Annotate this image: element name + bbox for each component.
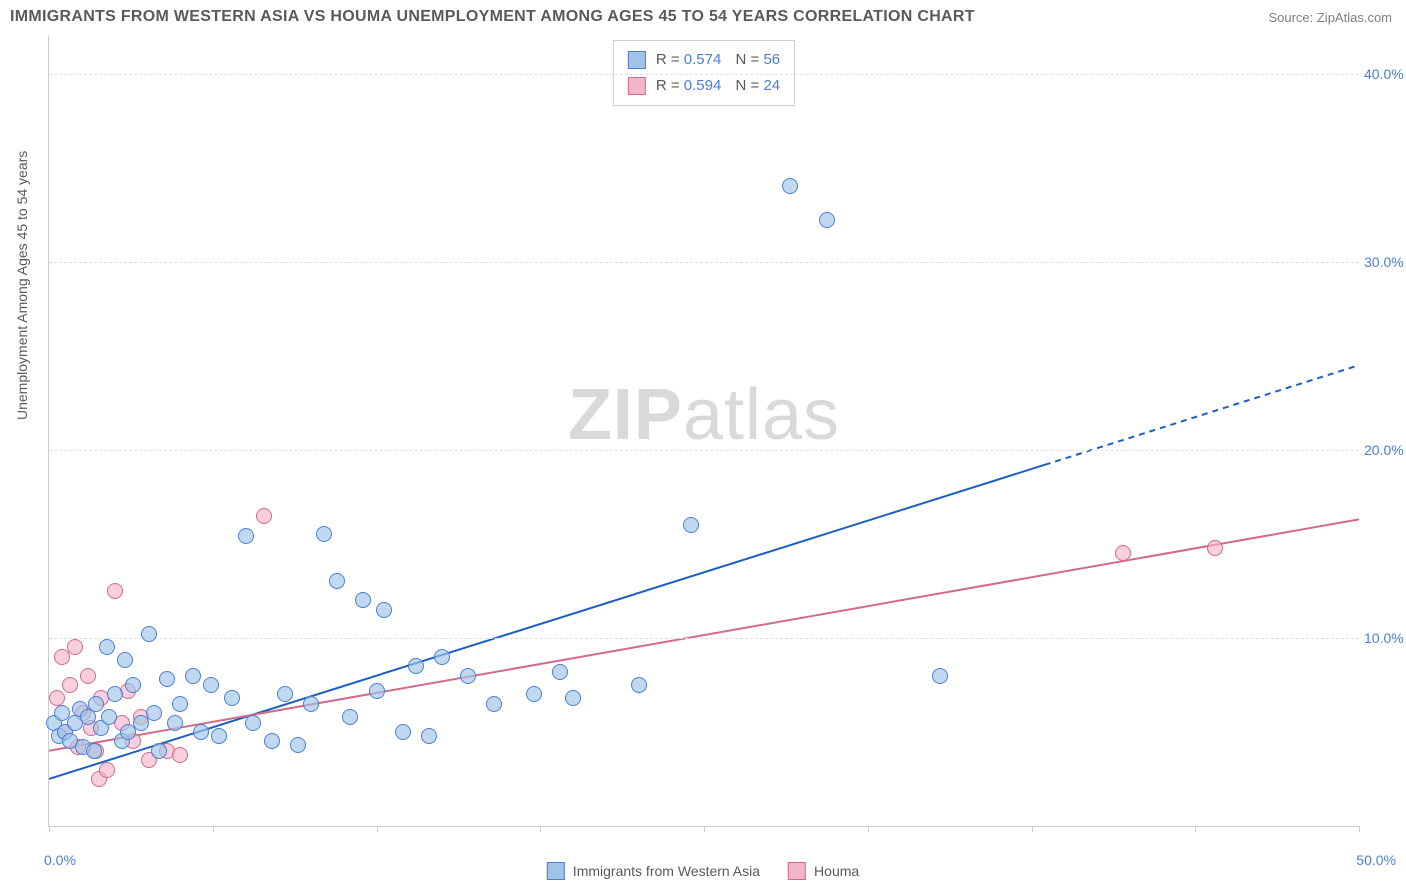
data-point <box>264 733 280 749</box>
data-point <box>932 668 948 684</box>
trend-lines <box>49 36 1359 826</box>
data-point <box>62 677 78 693</box>
y-tick-label: 10.0% <box>1364 630 1406 646</box>
y-tick-label: 30.0% <box>1364 254 1406 270</box>
legend-item-series1: Immigrants from Western Asia <box>547 862 760 880</box>
data-point <box>683 517 699 533</box>
legend-bottom: Immigrants from Western Asia Houma <box>547 862 859 880</box>
data-point <box>369 683 385 699</box>
data-point <box>146 705 162 721</box>
data-point <box>151 743 167 759</box>
gridline <box>49 262 1359 263</box>
data-point <box>355 592 371 608</box>
chart-title: IMMIGRANTS FROM WESTERN ASIA VS HOUMA UN… <box>10 8 975 26</box>
data-point <box>86 743 102 759</box>
data-point <box>277 686 293 702</box>
data-point <box>117 652 133 668</box>
data-point <box>107 583 123 599</box>
data-point <box>565 690 581 706</box>
stats-row-series1: R = 0.574 N = 56 <box>628 47 780 73</box>
data-point <box>1115 545 1131 561</box>
gridline <box>49 450 1359 451</box>
data-point <box>211 728 227 744</box>
x-tick <box>213 826 214 832</box>
data-point <box>782 178 798 194</box>
data-point <box>67 639 83 655</box>
y-tick-label: 40.0% <box>1364 66 1406 82</box>
gridline <box>49 638 1359 639</box>
data-point <box>376 602 392 618</box>
data-point <box>88 696 104 712</box>
data-point <box>99 639 115 655</box>
data-point <box>172 747 188 763</box>
data-point <box>342 709 358 725</box>
data-point <box>316 526 332 542</box>
x-tick <box>868 826 869 832</box>
legend-item-series2: Houma <box>788 862 859 880</box>
swatch-pink <box>628 77 646 95</box>
data-point <box>238 528 254 544</box>
data-point <box>256 508 272 524</box>
data-point <box>99 762 115 778</box>
data-point <box>421 728 437 744</box>
x-tick <box>1032 826 1033 832</box>
data-point <box>141 626 157 642</box>
data-point <box>486 696 502 712</box>
data-point <box>552 664 568 680</box>
y-tick-label: 20.0% <box>1364 442 1406 458</box>
data-point <box>303 696 319 712</box>
x-axis-end: 50.0% <box>1356 852 1396 868</box>
data-point <box>159 671 175 687</box>
data-point <box>49 690 65 706</box>
data-point <box>329 573 345 589</box>
data-point <box>185 668 201 684</box>
watermark: ZIPatlas <box>568 374 840 456</box>
x-tick <box>377 826 378 832</box>
x-tick <box>1359 826 1360 832</box>
data-point <box>460 668 476 684</box>
x-tick <box>49 826 50 832</box>
gridline <box>49 74 1359 75</box>
y-axis-label: Unemployment Among Ages 45 to 54 years <box>14 151 30 420</box>
data-point <box>526 686 542 702</box>
data-point <box>193 724 209 740</box>
data-point <box>819 212 835 228</box>
x-tick <box>704 826 705 832</box>
swatch-blue <box>628 51 646 69</box>
data-point <box>224 690 240 706</box>
data-point <box>107 686 123 702</box>
x-tick <box>540 826 541 832</box>
data-point <box>125 677 141 693</box>
data-point <box>172 696 188 712</box>
stats-row-series2: R = 0.594 N = 24 <box>628 73 780 99</box>
source-label: Source: ZipAtlas.com <box>1268 10 1392 25</box>
data-point <box>80 668 96 684</box>
data-point <box>101 709 117 725</box>
data-point <box>167 715 183 731</box>
data-point <box>290 737 306 753</box>
x-axis-start: 0.0% <box>44 852 76 868</box>
data-point <box>203 677 219 693</box>
data-point <box>408 658 424 674</box>
data-point <box>395 724 411 740</box>
legend-swatch-pink <box>788 862 806 880</box>
data-point <box>245 715 261 731</box>
legend-swatch-blue <box>547 862 565 880</box>
data-point <box>1207 540 1223 556</box>
data-point <box>631 677 647 693</box>
chart-plot-area: ZIPatlas R = 0.574 N = 56 R = 0.594 N = … <box>48 36 1359 827</box>
data-point <box>434 649 450 665</box>
x-tick <box>1195 826 1196 832</box>
